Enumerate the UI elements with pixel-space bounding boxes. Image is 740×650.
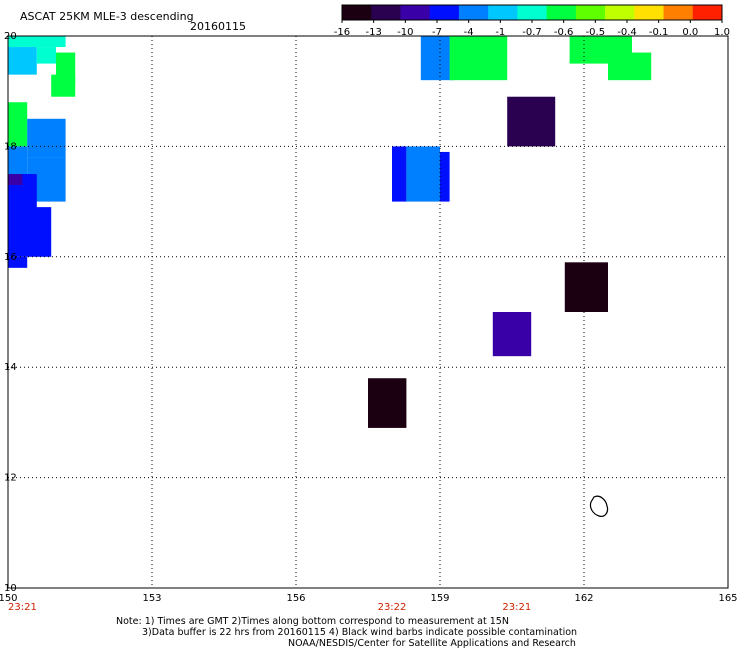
wind-cell-0 [8, 36, 66, 48]
wind-cell-13 [420, 36, 455, 81]
wind-cell-12 [8, 256, 28, 268]
colorbar-swatch [429, 5, 460, 20]
wind-cell-1 [8, 47, 37, 75]
data-cells [8, 36, 652, 428]
lat-tick-label: 20 [4, 31, 17, 42]
colorbar-swatch [458, 5, 489, 20]
lat-tick-label: 18 [4, 141, 17, 152]
colorbar [341, 4, 723, 23]
wind-cell-5 [8, 102, 28, 147]
colorbar-label: -0.5 [586, 27, 606, 38]
wind-cell-6 [27, 118, 66, 158]
wind-cell-19 [406, 146, 440, 202]
colorbar-swatch [546, 5, 577, 20]
island-outline [589, 495, 609, 517]
lat-tick-label: 14 [4, 362, 17, 373]
colorbar-swatch [634, 5, 665, 20]
colorbar-label: -10 [397, 27, 413, 38]
lon-tick-label: 150 [0, 593, 18, 604]
colorbar-swatch [575, 5, 606, 20]
lon-axis-labels: 150 153 156 159 162 165 [0, 593, 738, 604]
time-label: 23:21 [502, 602, 531, 613]
colorbar-swatch [400, 5, 431, 20]
grid-lines [8, 36, 728, 588]
colorbar-swatch [692, 5, 723, 20]
lon-tick-label: 156 [286, 593, 305, 604]
colorbar-label: -7 [432, 27, 442, 38]
colorbar-label: 1.0 [714, 27, 730, 38]
colorbar-label: -0.1 [649, 27, 669, 38]
lat-tick-label: 12 [4, 473, 17, 484]
product-title: ASCAT 25KM MLE-3 descending [20, 10, 194, 23]
wind-cell-2 [36, 47, 56, 64]
map-frame [7, 35, 729, 589]
colorbar-label: 0.0 [682, 27, 698, 38]
colorbar-label: -16 [334, 27, 350, 38]
colorbar-label: -13 [365, 27, 381, 38]
colorbar-label: -0.6 [554, 27, 574, 38]
colorbar-swatch [488, 5, 518, 20]
lon-tick-label: 162 [574, 593, 593, 604]
note-line-3: NOAA/NESDIS/Center for Satellite Applica… [288, 638, 576, 649]
colorbar-label: -0.7 [522, 27, 542, 38]
colorbar-label: -0.4 [617, 27, 637, 38]
wind-cell-22 [492, 312, 532, 357]
lat-axis-labels: 20 18 16 14 12 10 [4, 31, 17, 594]
time-label: 23:21 [8, 602, 37, 613]
wind-cell-11 [8, 207, 52, 257]
lat-tick-label: 10 [4, 583, 17, 594]
wind-cell-14 [449, 36, 508, 81]
note-line-1: Note: 1) Times are GMT 2)Times along bot… [116, 616, 509, 627]
lat-tick-label: 16 [4, 252, 17, 263]
lon-tick-label: 165 [718, 593, 737, 604]
wind-cell-4 [51, 74, 76, 97]
lon-tick-label: 159 [430, 593, 449, 604]
colorbar-swatch [605, 5, 635, 20]
colorbar-label: -4 [464, 27, 474, 38]
colorbar-swatch [663, 5, 694, 20]
date-label: 20160115 [190, 20, 246, 33]
colorbar-swatch [342, 5, 372, 20]
time-label: 23:22 [378, 602, 407, 613]
wind-cell-16 [608, 52, 652, 81]
wind-cell-21 [564, 262, 608, 312]
colorbar-labels: -16 -13 -10 -7 -4 -1 -0.7 -0.6 -0.5 -0.4 -0.1 0.0 1.… [334, 27, 730, 38]
wind-cell-20 [440, 151, 450, 202]
colorbar-swatch [371, 5, 401, 20]
wind-cell-23 [368, 378, 407, 428]
colorbar-swatch [517, 5, 548, 20]
wind-cell-18 [392, 146, 407, 202]
colorbar-label: -1 [495, 27, 505, 38]
wind-cell-17 [507, 96, 556, 147]
lon-tick-label: 153 [142, 593, 161, 604]
note-line-2: 3)Data buffer is 22 hrs from 20160115 4)… [142, 627, 578, 638]
time-labels: 23:21 23:22 23:21 [8, 602, 531, 613]
wind-cell-10 [8, 174, 23, 186]
